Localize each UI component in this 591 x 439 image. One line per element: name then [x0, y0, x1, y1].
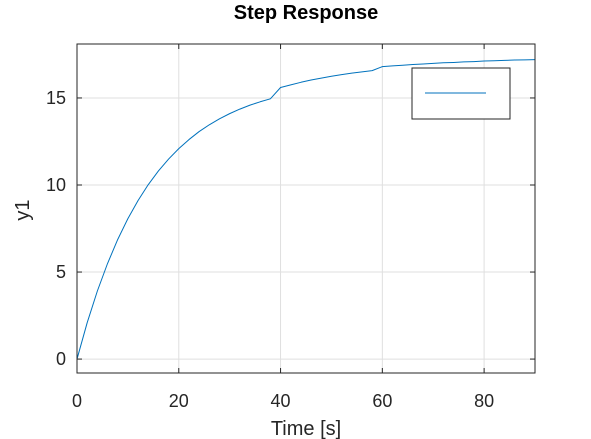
- x-tick-label: 60: [372, 391, 392, 411]
- y-tick-label: 15: [46, 88, 66, 108]
- x-tick-labels: 0 20 40 60 80: [72, 391, 494, 411]
- x-tick-label: 80: [474, 391, 494, 411]
- y-tick-label: 0: [56, 349, 66, 369]
- x-tick-label: 20: [169, 391, 189, 411]
- x-tick-label: 0: [72, 391, 82, 411]
- series-line: [76, 59, 536, 360]
- chart-title: Step Response: [234, 2, 378, 24]
- tick-marks: [76, 44, 535, 373]
- legend: [411, 67, 511, 120]
- y-tick-label: 10: [46, 175, 66, 195]
- series-layer: [76, 59, 536, 360]
- plot-border: [76, 43, 536, 374]
- y-axis-label: y1: [12, 199, 34, 220]
- y-tick-label: 5: [56, 262, 66, 282]
- y-tick-labels: 0 5 10 15: [46, 88, 66, 369]
- x-axis-label: Time [s]: [271, 418, 341, 439]
- grid-lines: [76, 44, 535, 373]
- x-tick-label: 40: [271, 391, 291, 411]
